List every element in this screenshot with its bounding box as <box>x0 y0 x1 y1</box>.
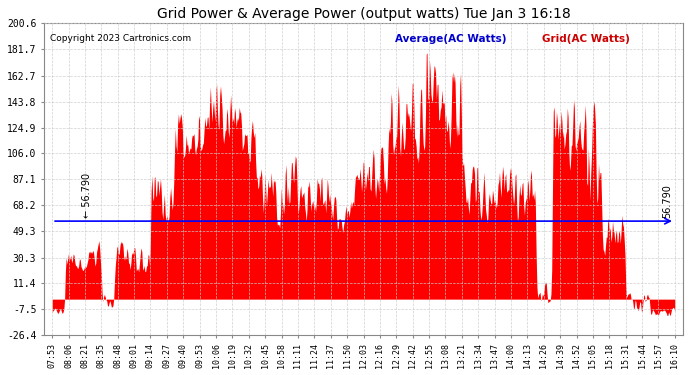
Text: 56.790: 56.790 <box>662 184 672 218</box>
Text: ← 56.790: ← 56.790 <box>81 173 92 218</box>
Text: Average(AC Watts): Average(AC Watts) <box>395 34 507 44</box>
Title: Grid Power & Average Power (output watts) Tue Jan 3 16:18: Grid Power & Average Power (output watts… <box>157 7 571 21</box>
Text: Copyright 2023 Cartronics.com: Copyright 2023 Cartronics.com <box>50 34 191 44</box>
Text: Grid(AC Watts): Grid(AC Watts) <box>542 34 631 44</box>
